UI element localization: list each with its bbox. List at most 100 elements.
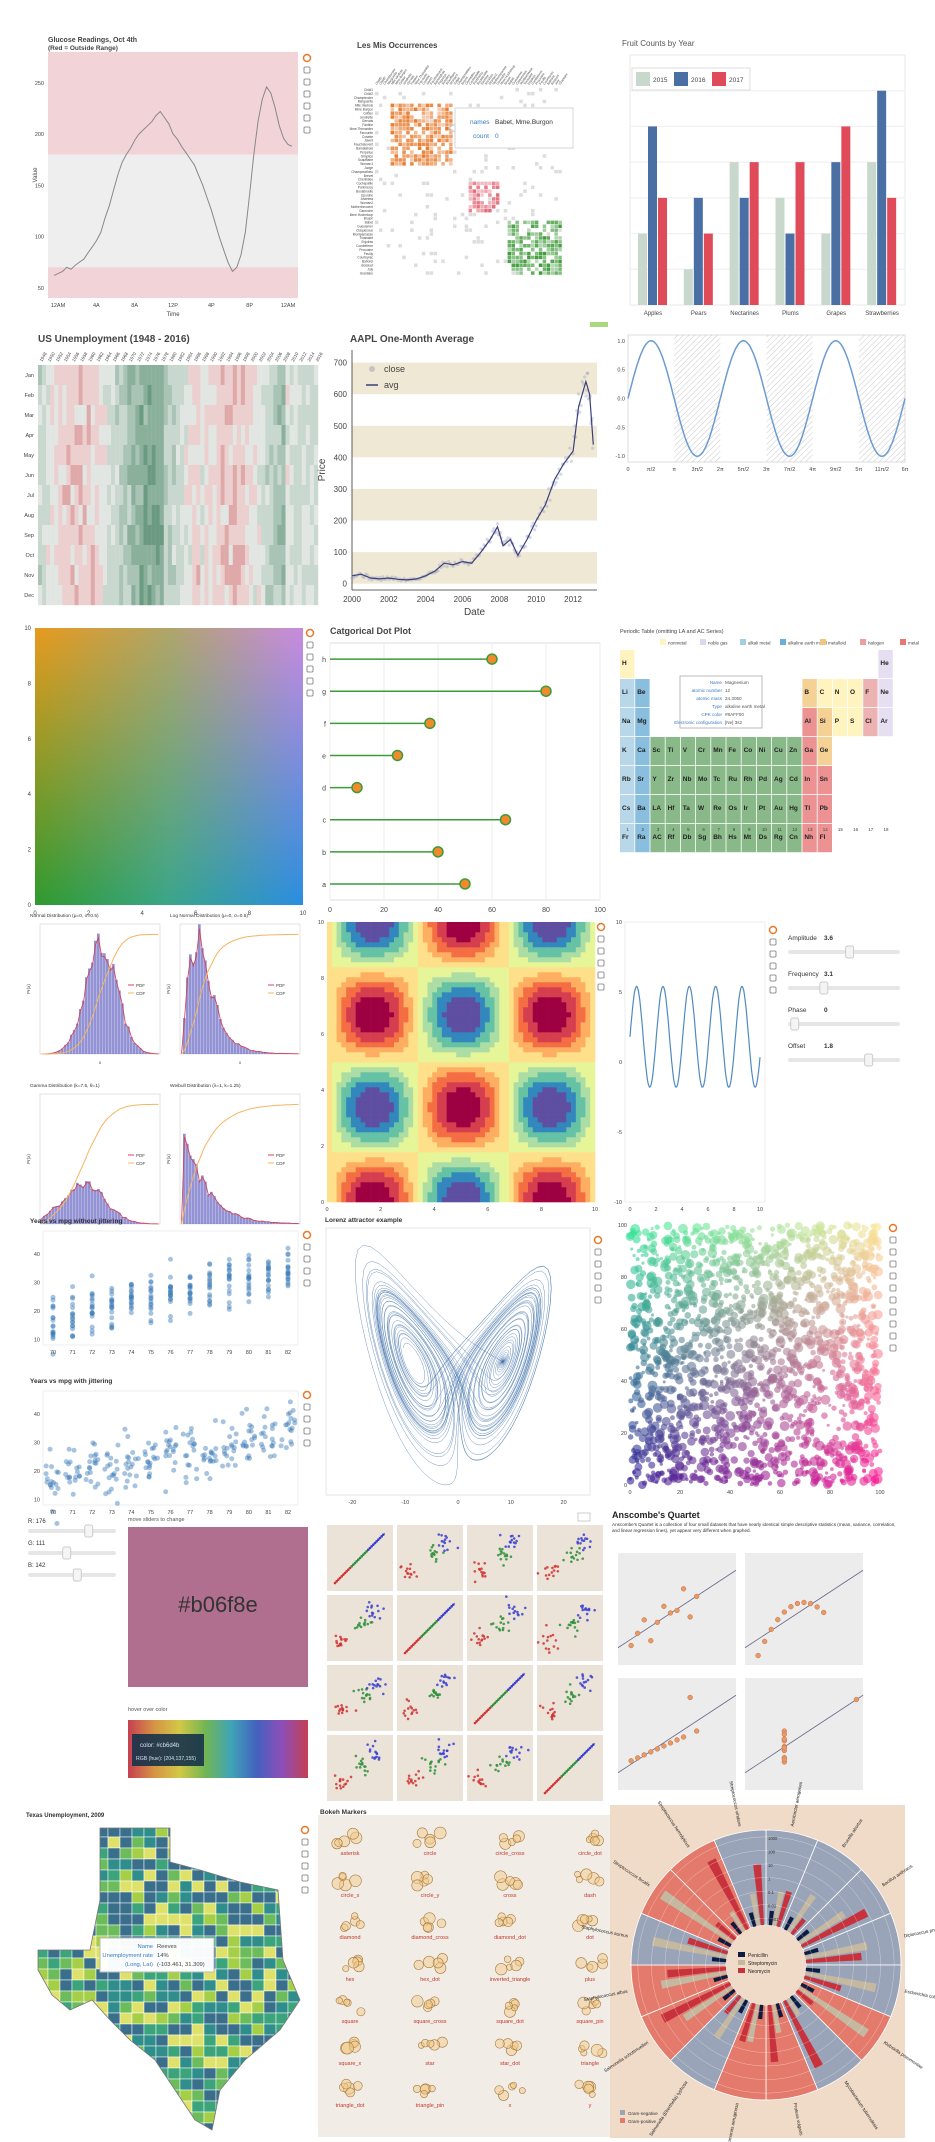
element-tile[interactable]	[620, 737, 635, 766]
element-tile[interactable]	[650, 737, 665, 766]
element-tile[interactable]	[665, 766, 680, 795]
element-tile[interactable]	[817, 795, 832, 824]
element-tile[interactable]	[802, 679, 817, 708]
contour-cell	[484, 1027, 491, 1033]
element-tile[interactable]	[756, 737, 772, 766]
element-tile[interactable]	[635, 737, 650, 766]
element-tile[interactable]	[772, 737, 787, 766]
toolbar-tool-icon[interactable]	[306, 689, 314, 697]
element-tile[interactable]	[650, 766, 665, 795]
year-label: 1986	[193, 351, 203, 363]
element-tile[interactable]	[696, 737, 711, 766]
element-tile[interactable]	[817, 766, 832, 795]
element-tile[interactable]	[726, 766, 741, 795]
element-tile[interactable]	[620, 708, 635, 737]
toolbar-tool-icon[interactable]	[306, 641, 314, 649]
contour-cell	[389, 1107, 395, 1113]
element-tile[interactable]	[620, 824, 635, 853]
element-tile[interactable]	[787, 795, 802, 824]
element-tile[interactable]	[863, 708, 878, 737]
element-tile[interactable]	[817, 679, 832, 708]
element-tile[interactable]	[711, 795, 726, 824]
contour-cell	[499, 1022, 505, 1028]
element-tile[interactable]	[756, 766, 772, 795]
element-tile[interactable]	[650, 824, 665, 853]
element-tile[interactable]	[741, 824, 756, 853]
element-tile[interactable]	[878, 650, 893, 679]
element-tile[interactable]	[802, 824, 817, 853]
element-tile[interactable]	[635, 766, 650, 795]
contour-cell	[365, 1042, 371, 1048]
element-tile[interactable]	[832, 708, 848, 737]
element-tile[interactable]	[787, 766, 802, 795]
element-tile[interactable]	[756, 824, 772, 853]
element-tile[interactable]	[650, 795, 665, 824]
toolbar-tool-icon[interactable]	[306, 665, 314, 673]
element-tile[interactable]	[772, 824, 787, 853]
element-tile[interactable]	[878, 708, 893, 737]
element-tile[interactable]	[620, 679, 635, 708]
element-tile[interactable]	[787, 737, 802, 766]
element-tile[interactable]	[665, 737, 680, 766]
close-point	[370, 578, 374, 582]
element-tile[interactable]	[741, 795, 756, 824]
toolbar-tool-icon[interactable]	[303, 78, 311, 86]
element-tile[interactable]	[802, 737, 817, 766]
toolbar-tool-icon[interactable]	[303, 102, 311, 110]
element-tile[interactable]	[635, 708, 650, 737]
element-tile[interactable]	[817, 708, 832, 737]
element-tile[interactable]	[878, 679, 893, 708]
element-tile[interactable]	[726, 795, 741, 824]
element-tile[interactable]	[817, 737, 832, 766]
element-tile[interactable]	[620, 650, 635, 679]
element-tile[interactable]	[848, 679, 863, 708]
element-tile[interactable]	[665, 795, 680, 824]
element-tile[interactable]	[802, 708, 817, 737]
toolbar-tool-icon[interactable]	[303, 90, 311, 98]
element-tile[interactable]	[817, 824, 832, 853]
heatmap-cell	[175, 545, 181, 566]
element-tile[interactable]	[696, 824, 711, 853]
element-tile[interactable]	[635, 795, 650, 824]
heatmap-cell	[159, 565, 164, 586]
heatmap-cell	[78, 585, 83, 606]
toolbar-tool-icon[interactable]	[306, 677, 314, 685]
contour-cell	[551, 1107, 558, 1113]
element-tile[interactable]	[620, 795, 635, 824]
element-tile[interactable]	[726, 737, 741, 766]
element-tile[interactable]	[772, 766, 787, 795]
element-tile[interactable]	[620, 766, 635, 795]
element-tile[interactable]	[711, 737, 726, 766]
element-tile[interactable]	[665, 824, 680, 853]
toolbar-tool-icon[interactable]	[303, 126, 311, 134]
toolbar-tool-icon[interactable]	[303, 114, 311, 122]
element-tile[interactable]	[680, 737, 696, 766]
toolbar-tool-icon[interactable]	[306, 653, 314, 661]
element-tile[interactable]	[741, 766, 756, 795]
contour-cell	[384, 1017, 390, 1023]
element-tile[interactable]	[802, 766, 817, 795]
element-tile[interactable]	[863, 679, 878, 708]
element-tile[interactable]	[635, 679, 650, 708]
element-tile[interactable]	[635, 824, 650, 853]
element-tile[interactable]	[711, 766, 726, 795]
contour-cell	[494, 922, 500, 928]
element-tile[interactable]	[711, 824, 726, 853]
element-tile[interactable]	[772, 795, 787, 824]
element-tile[interactable]	[696, 766, 711, 795]
element-tile[interactable]	[680, 824, 696, 853]
contour-cell	[532, 1087, 538, 1093]
element-tile[interactable]	[802, 795, 817, 824]
element-tile[interactable]	[756, 795, 772, 824]
element-tile[interactable]	[696, 795, 711, 824]
element-tile[interactable]	[787, 824, 802, 853]
cooccurrence-cell	[472, 193, 476, 197]
element-tile[interactable]	[680, 795, 696, 824]
element-tile[interactable]	[848, 708, 863, 737]
element-tile[interactable]	[741, 737, 756, 766]
close-point	[576, 392, 581, 396]
toolbar-tool-icon[interactable]	[303, 66, 311, 74]
element-tile[interactable]	[832, 679, 848, 708]
element-tile[interactable]	[726, 824, 741, 853]
element-tile[interactable]	[680, 766, 696, 795]
